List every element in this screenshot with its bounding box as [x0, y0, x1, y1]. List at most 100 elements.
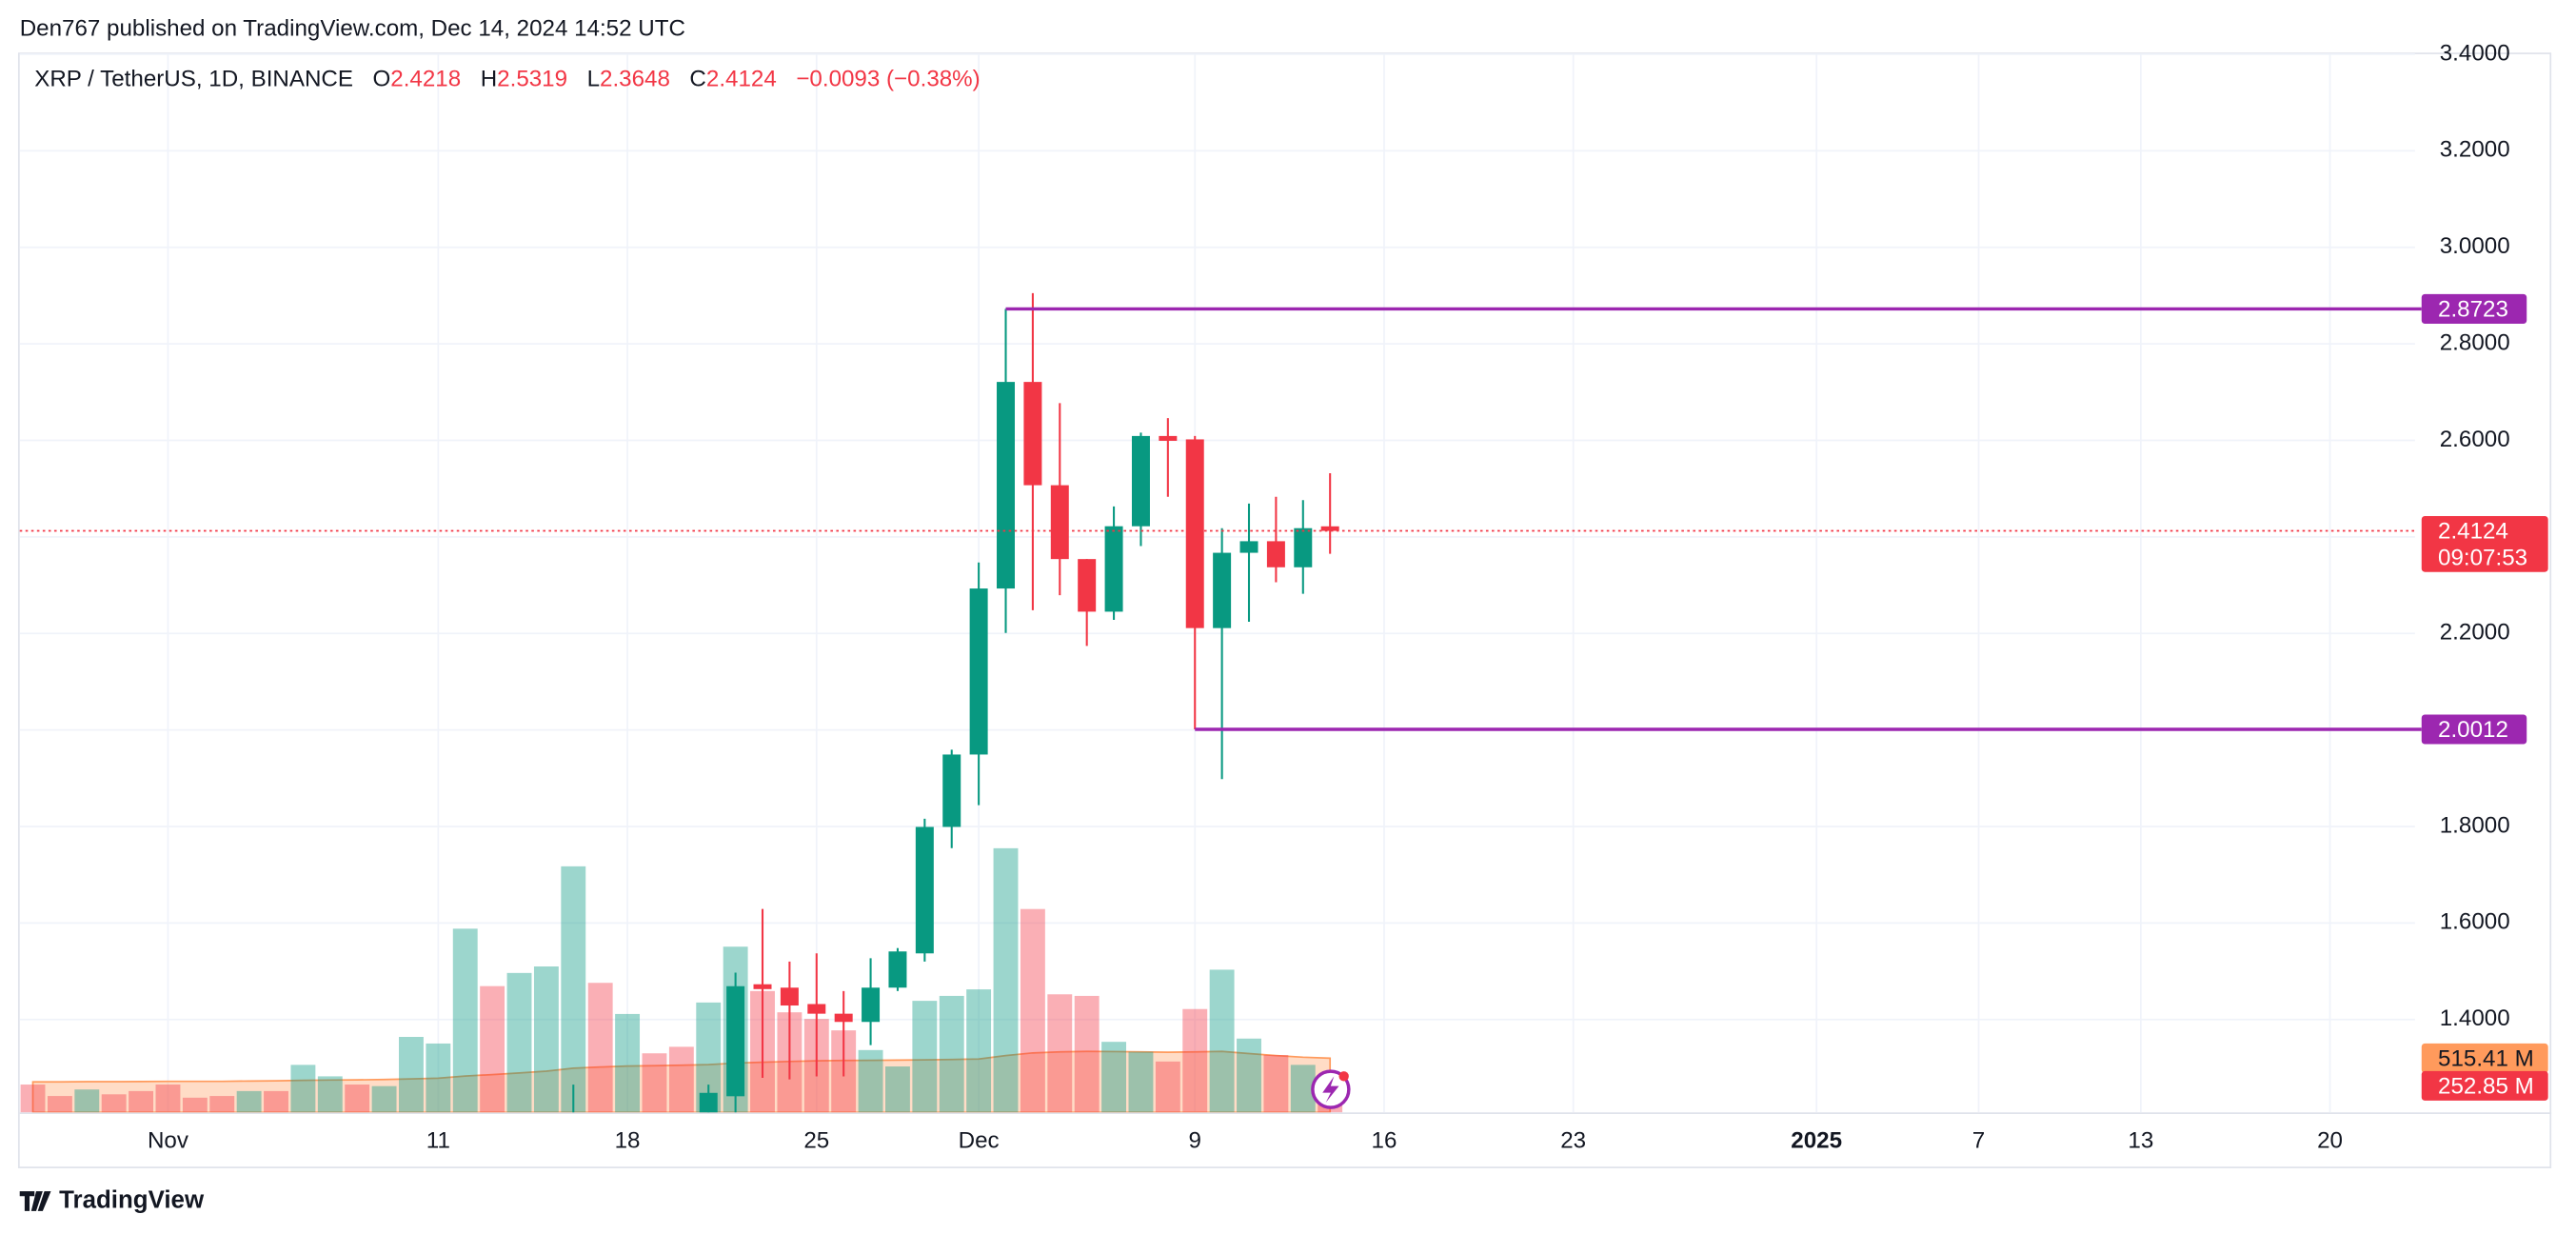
volume-ma-label-box — [2421, 1043, 2548, 1073]
volume-bar — [615, 1013, 641, 1113]
candle-body — [807, 1004, 826, 1014]
volume-bar — [47, 1096, 72, 1113]
y-tick-label: 2.8000 — [2440, 329, 2510, 355]
volume-bar — [1047, 994, 1073, 1113]
grid — [19, 53, 2415, 1113]
candle-body — [1159, 435, 1178, 441]
volume-bar — [399, 1036, 424, 1113]
volume-bar — [371, 1085, 397, 1113]
volume-bar — [966, 989, 992, 1113]
price-label-box — [2421, 516, 2548, 572]
volume-bar — [20, 1085, 46, 1113]
volume-bar — [587, 983, 613, 1113]
candle-body — [1239, 541, 1258, 553]
volume-bar — [939, 995, 964, 1113]
candle-body — [1213, 552, 1232, 628]
brand-logo — [19, 1191, 51, 1211]
volume-bar — [155, 1085, 181, 1113]
replay-icon[interactable] — [1311, 1069, 1351, 1109]
x-tick-label: 25 — [803, 1128, 829, 1154]
x-tick-label: Nov — [148, 1128, 188, 1154]
volume-bar — [1074, 995, 1100, 1113]
candle-body — [1294, 527, 1313, 567]
candle-body — [888, 951, 907, 988]
countdown: 09:07:53 — [2438, 545, 2527, 570]
x-tick-label: 7 — [1972, 1128, 1985, 1154]
volume-bar — [182, 1097, 208, 1113]
y-tick-label: 3.2000 — [2440, 137, 2510, 163]
volume-ma-area — [31, 1050, 1332, 1113]
candle-body — [1320, 526, 1339, 531]
volume-label-box — [2421, 1070, 2548, 1101]
y-tick-label: 2.2000 — [2440, 620, 2510, 646]
low-value: 2.3648 — [600, 67, 670, 92]
x-tick-label: Dec — [959, 1128, 1000, 1154]
legend: XRP / TetherUS, 1D, BINANCE O2.4218 H2.5… — [34, 67, 980, 92]
volume-bar — [1020, 908, 1045, 1113]
volume-bar — [1182, 1008, 1208, 1113]
y-tick-label: 1.8000 — [2440, 812, 2510, 838]
volume-bar — [533, 966, 559, 1113]
publisher: Den767 published on TradingView.com, Dec… — [20, 15, 685, 41]
candle-body — [997, 382, 1016, 589]
change: −0.0093 (−0.38%) — [796, 67, 980, 92]
level-label: 2.8723 — [2438, 297, 2508, 323]
candle-body — [1078, 559, 1097, 612]
candles — [572, 292, 1339, 1113]
open-value: 2.4218 — [390, 67, 461, 92]
volume-bar — [1101, 1042, 1127, 1113]
symbol: XRP / TetherUS, 1D, BINANCE — [34, 67, 353, 92]
x-tick-label: 23 — [1560, 1128, 1586, 1154]
y-tick-label: 1.4000 — [2440, 1005, 2510, 1031]
volume-bar — [1209, 969, 1235, 1113]
volume-pane — [20, 847, 1343, 1113]
candle-body — [1104, 526, 1123, 612]
x-tick-label: 16 — [1372, 1128, 1397, 1154]
volume-bar — [912, 1001, 938, 1113]
volume-bar — [101, 1094, 127, 1113]
close-value: 2.4124 — [706, 67, 777, 92]
brand: TradingView — [59, 1186, 205, 1213]
candle-body — [753, 984, 772, 989]
candle-body — [1131, 435, 1150, 527]
volume-bar — [1155, 1061, 1180, 1113]
x-tick-label: 11 — [426, 1128, 450, 1154]
volume-bar — [1128, 1051, 1154, 1113]
x-tick-label: 18 — [615, 1128, 641, 1154]
candle-body — [915, 826, 934, 954]
volume-bar — [642, 1053, 667, 1113]
x-tick-label: 2025 — [1791, 1128, 1842, 1154]
level-label-box — [2421, 714, 2527, 745]
candle-body — [1050, 485, 1069, 560]
volume-bar — [885, 1066, 910, 1113]
candle-body — [834, 1013, 853, 1023]
candle-body — [862, 987, 881, 1023]
x-tick-label: 9 — [1189, 1128, 1201, 1154]
volume-bar — [129, 1090, 154, 1113]
x-tick-label: 20 — [2317, 1128, 2343, 1154]
volume-bar — [506, 972, 532, 1113]
volume-bar — [1263, 1054, 1289, 1113]
volume-bar — [345, 1085, 370, 1113]
candle-body — [1023, 382, 1042, 486]
price-label: 2.4124 — [2438, 519, 2508, 545]
candle-body — [699, 1092, 718, 1113]
y-tick-label: 1.6000 — [2440, 909, 2510, 935]
candle-body — [942, 754, 961, 827]
level-label-box — [2421, 293, 2527, 324]
volume-bar — [426, 1043, 451, 1113]
volume-bar — [236, 1090, 262, 1113]
candle-body — [726, 985, 745, 1097]
open-letter: O — [373, 67, 391, 92]
volume-bar — [561, 866, 586, 1113]
high-value: 2.5319 — [497, 67, 567, 92]
level-label: 2.0012 — [2438, 717, 2508, 743]
close-letter: C — [689, 67, 705, 92]
volume-bar — [74, 1089, 100, 1113]
volume-ma-label: 515.41 M — [2438, 1045, 2534, 1071]
volume-bar — [209, 1096, 235, 1113]
high-letter: H — [481, 67, 497, 92]
y-tick-label: 3.4000 — [2440, 40, 2510, 66]
volume-bar — [317, 1076, 343, 1113]
